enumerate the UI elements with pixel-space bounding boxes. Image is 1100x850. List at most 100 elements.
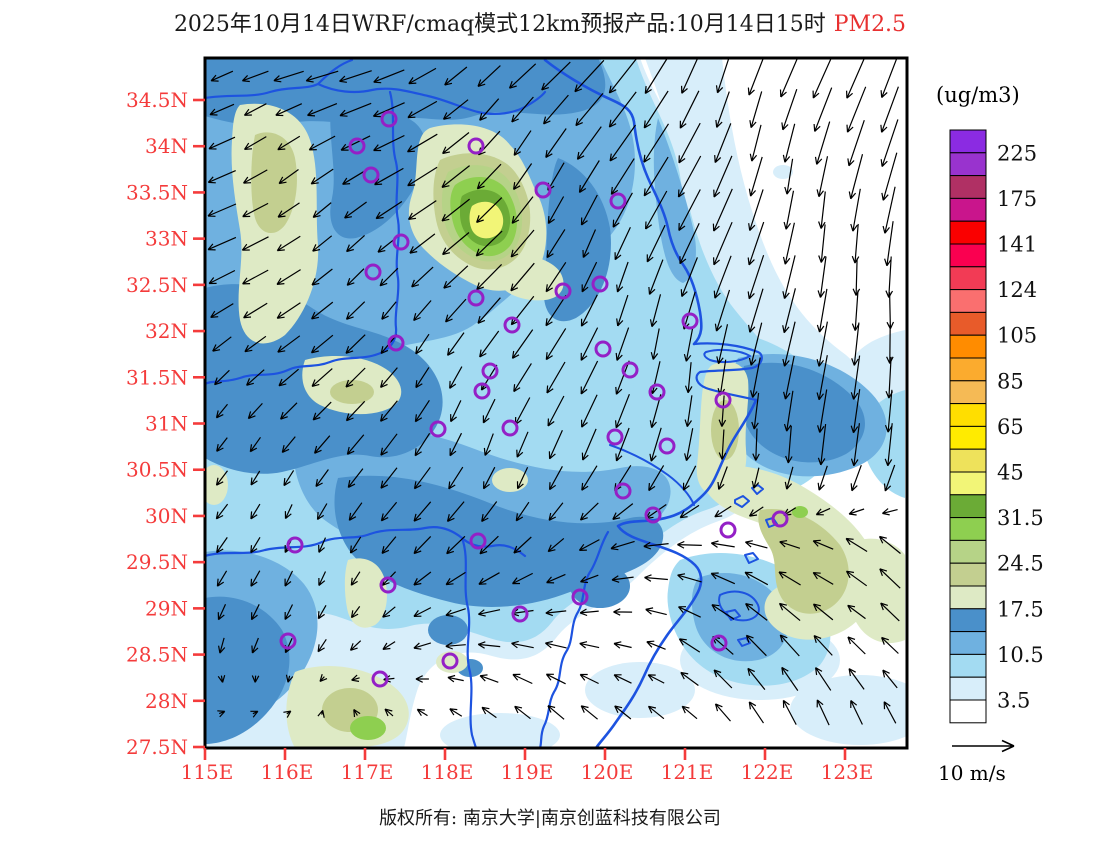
wind-arrow: [880, 119, 899, 168]
wind-arrow: [384, 708, 394, 717]
wind-arrow: [242, 202, 269, 218]
wind-arrow: [312, 235, 333, 252]
wind-arrow: [647, 674, 665, 684]
wind-arrow: [783, 355, 795, 400]
wind-arrow: [782, 321, 796, 367]
wind-arrow: [208, 136, 236, 150]
wind-arrow: [407, 166, 438, 187]
lat-tick-label: 34.5N: [126, 88, 188, 112]
wind-arrow: [545, 673, 566, 685]
wind-arrow: [714, 289, 731, 332]
wind-arrow: [846, 58, 866, 99]
lat-tick-label: 30N: [145, 504, 188, 528]
wind-arrow: [349, 536, 362, 554]
legend-swatch: [949, 129, 987, 154]
wind-arrow: [513, 363, 532, 393]
wind-arrow: [512, 572, 533, 585]
wind-arrow: [818, 224, 826, 263]
wind-arrow: [207, 170, 236, 184]
legend-swatch: [949, 448, 987, 473]
wind-arrow: [545, 608, 567, 617]
station-marker: [534, 181, 552, 199]
lat-tick-label: 34N: [145, 134, 188, 158]
lat-tick-label: 29N: [145, 596, 188, 620]
wind-arrow: [579, 608, 599, 617]
wind-arrow: [251, 604, 260, 621]
wind-arrow: [443, 265, 469, 289]
wind-arrow: [851, 322, 860, 366]
wind-arrow: [545, 128, 567, 159]
axis-layer: 34.5N 34N 33.5N 33N 32.5N 32N 31.5N 31N 30.5N 30N…: [126, 88, 873, 784]
wind-arrow: [280, 402, 298, 420]
station-marker: [710, 634, 728, 652]
wind-arrow: [415, 367, 430, 389]
wind-arrow: [413, 501, 432, 522]
wind-arrow: [846, 86, 867, 133]
lat-tick-label: 33N: [145, 227, 188, 251]
wind-arrow: [748, 288, 764, 333]
wind-arrow: [316, 503, 328, 521]
wind-arrow: [449, 432, 463, 457]
wind-reference-label: 10 m/s: [938, 761, 1006, 785]
wind-arrow: [818, 191, 826, 229]
legend-value: 225: [997, 141, 1037, 165]
station-marker: [362, 166, 380, 184]
wind-arrow: [580, 705, 598, 720]
wind-arrow: [215, 403, 228, 419]
wind-arrow: [318, 571, 327, 586]
wind-arrow: [478, 572, 500, 585]
wind-arrow: [242, 269, 269, 285]
lon-tick-label: 123E: [821, 760, 874, 784]
wind-arrow: [513, 130, 532, 156]
wind-arrow: [250, 470, 261, 486]
wind-arrow: [644, 574, 668, 582]
wind-arrow: [416, 708, 428, 717]
wind-arrow: [482, 398, 496, 424]
wind-arrow: [779, 58, 799, 98]
wind-arrow: [881, 636, 899, 654]
wind-arrow: [446, 501, 465, 522]
wind-arrow: [678, 189, 701, 231]
wind-arrow: [781, 89, 798, 131]
wind-arrow: [209, 103, 235, 116]
wind-arrow: [782, 255, 796, 299]
wind-arrow: [381, 536, 397, 554]
wind-arrow: [850, 464, 862, 492]
wind-arrow: [850, 355, 861, 400]
wind-arrow: [782, 123, 796, 163]
wind-arrow: [481, 706, 497, 719]
wind-arrow: [781, 666, 799, 691]
wind-arrow: [276, 302, 301, 319]
wind-arrow: [415, 333, 430, 355]
legend-value: 85: [997, 369, 1024, 393]
wind-arrow: [783, 190, 795, 230]
wind-arrow: [613, 674, 632, 684]
wind-arrow: [508, 63, 537, 89]
wind-arrow: [315, 469, 329, 488]
legend-value: 45: [997, 461, 1024, 485]
chart-title: 2025年10月14日WRF/cmaq模式12km预报产品:10月14日15时 P…: [174, 12, 906, 37]
wind-arrow: [476, 163, 502, 190]
wind-arrow: [880, 602, 900, 622]
station-marker: [473, 382, 491, 400]
wind-arrow: [276, 269, 301, 285]
wind-arrow: [217, 710, 226, 718]
wind-arrow: [848, 154, 864, 200]
wind-arrow: [317, 638, 327, 653]
wind-arrow: [216, 570, 228, 587]
wind-arrow: [215, 470, 228, 486]
wind-arrow: [845, 537, 868, 553]
wind-arrow: [684, 395, 693, 428]
station-marker: [371, 670, 389, 688]
legend-value: 10.5: [997, 643, 1044, 667]
wind-arrow: [243, 302, 268, 319]
wind-arrow: [883, 701, 897, 724]
legend-swatch: [949, 631, 987, 655]
wind-arrow: [312, 401, 332, 421]
station-marker: [379, 576, 397, 594]
wind-arrow: [779, 634, 800, 657]
station-marker: [279, 632, 297, 650]
wind-arrow: [882, 508, 898, 516]
